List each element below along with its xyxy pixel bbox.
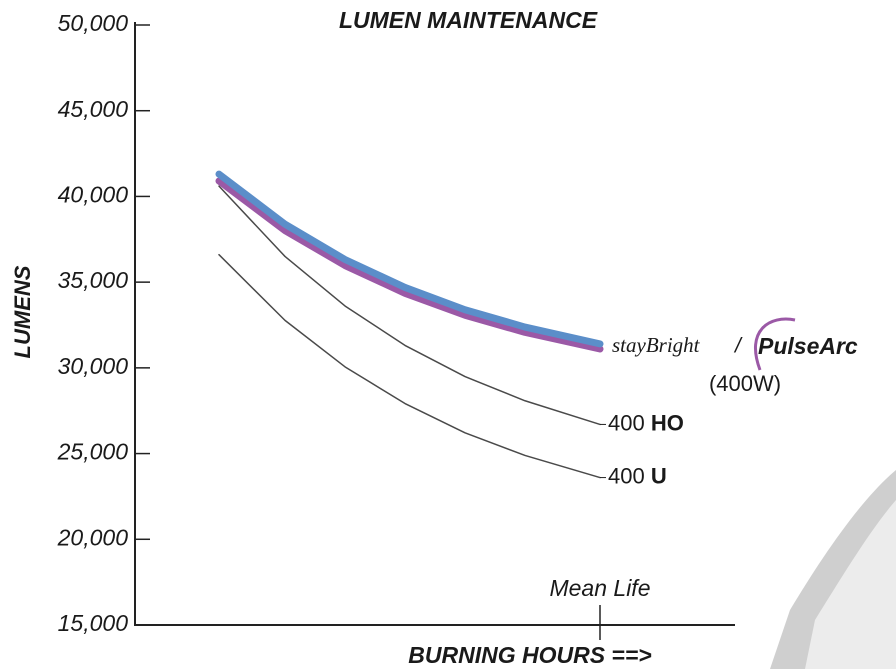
y-tick-label: 50,000 bbox=[58, 10, 129, 36]
chart: LUMEN MAINTENANCE LUMENS BURNING HOURS =… bbox=[0, 0, 896, 669]
y-tick-label: 25,000 bbox=[57, 439, 129, 465]
logo-pulsearc: PulseArc bbox=[758, 333, 858, 359]
y-tick-label: 35,000 bbox=[58, 267, 129, 293]
y-tick-label: 15,000 bbox=[58, 610, 129, 636]
series-line bbox=[219, 174, 600, 344]
mean-life-label: Mean Life bbox=[549, 575, 650, 601]
series-line bbox=[219, 181, 600, 349]
logo-note: (400W) bbox=[709, 371, 781, 396]
series-label: 400 U bbox=[608, 463, 667, 488]
chart-title: LUMEN MAINTENANCE bbox=[339, 7, 598, 33]
y-axis-label: LUMENS bbox=[10, 265, 35, 358]
y-tick-label: 40,000 bbox=[58, 182, 129, 208]
logo-separator: / bbox=[733, 335, 743, 358]
x-axis-label: BURNING HOURS ==> bbox=[408, 642, 651, 668]
series-label: 400 HO bbox=[608, 410, 684, 435]
y-tick-label: 45,000 bbox=[58, 96, 129, 122]
y-tick-label: 20,000 bbox=[57, 524, 129, 550]
logo-staybright: stayBright bbox=[612, 333, 701, 357]
y-tick-label: 30,000 bbox=[58, 353, 129, 379]
